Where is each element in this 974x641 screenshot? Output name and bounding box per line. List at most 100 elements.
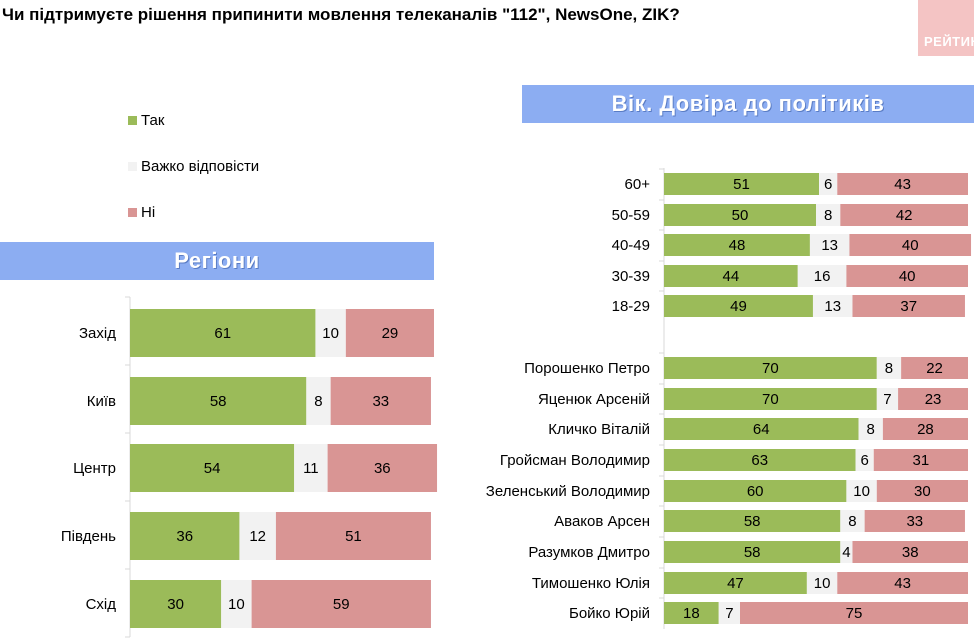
data-label-hard: 8	[848, 513, 856, 530]
data-label-yes: 58	[210, 393, 227, 410]
category-label: 18-29	[612, 298, 650, 315]
data-label-yes: 49	[730, 298, 747, 315]
data-label-yes: 48	[729, 237, 746, 254]
bar-hard	[840, 510, 865, 532]
data-label-no: 37	[900, 298, 917, 315]
bar-yes	[130, 377, 307, 425]
bar-hard	[816, 204, 841, 226]
data-label-no: 59	[333, 596, 350, 613]
data-label-no: 42	[896, 207, 913, 224]
category-label: Аваков Арсен	[554, 513, 650, 530]
data-label-yes: 70	[762, 391, 779, 408]
data-label-no: 33	[906, 513, 923, 530]
data-label-hard: 16	[814, 268, 831, 285]
bar-hard	[718, 602, 740, 624]
category-label: Порошенко Петро	[524, 360, 650, 377]
bar-no	[852, 295, 965, 317]
data-label-no: 51	[345, 528, 362, 545]
data-label-yes: 54	[204, 460, 221, 477]
bar-yes	[664, 541, 841, 563]
legend-swatch-yes	[128, 116, 137, 125]
bar-no	[864, 510, 965, 532]
bar-yes	[664, 602, 719, 624]
category-label: Зеленський Володимир	[486, 483, 650, 500]
data-label-hard: 8	[867, 421, 875, 438]
data-label-hard: 6	[860, 452, 868, 469]
legend-label-hard: Важко відповісти	[141, 158, 260, 175]
bar-no	[327, 444, 438, 492]
data-label-hard: 12	[249, 528, 266, 545]
bar-no	[898, 388, 968, 410]
bar-hard	[315, 309, 346, 357]
data-label-no: 43	[894, 575, 911, 592]
bar-hard	[812, 295, 853, 317]
data-label-yes: 44	[723, 268, 740, 285]
data-label-hard: 10	[814, 575, 831, 592]
bar-no	[901, 357, 968, 379]
data-label-no: 33	[372, 393, 389, 410]
data-label-no: 29	[382, 325, 399, 342]
legend-item-no: Ні	[128, 204, 155, 221]
bar-yes	[664, 204, 816, 226]
bar-hard	[294, 444, 328, 492]
bar-hard	[221, 580, 252, 628]
legend-swatch-hard	[128, 162, 137, 171]
data-label-yes: 58	[744, 513, 761, 530]
bar-no	[852, 541, 968, 563]
bar-yes	[664, 265, 798, 287]
bar-hard	[809, 234, 850, 256]
data-label-hard: 7	[725, 605, 733, 622]
bar-hard	[876, 388, 899, 410]
brand-label: РЕЙТИНГ	[924, 34, 974, 49]
category-label: Яценюк Арсеній	[538, 391, 650, 408]
data-label-yes: 50	[732, 207, 749, 224]
data-label-no: 40	[902, 237, 919, 254]
bar-yes	[664, 173, 820, 195]
category-label: Захід	[79, 325, 116, 342]
data-label-no: 75	[846, 605, 863, 622]
data-label-yes: 30	[167, 596, 184, 613]
bar-hard	[876, 357, 902, 379]
category-label: 50-59	[612, 207, 650, 224]
data-label-no: 28	[917, 421, 934, 438]
bar-no	[882, 418, 968, 440]
bar-yes	[664, 510, 841, 532]
bar-hard	[855, 449, 874, 471]
page-title: Чи підтримуєте рішення припинити мовленн…	[2, 5, 680, 24]
category-label: Бойко Юрій	[569, 605, 650, 622]
data-label-no: 38	[902, 544, 919, 561]
data-label-yes: 47	[727, 575, 744, 592]
data-label-yes: 70	[762, 360, 779, 377]
bar-no	[840, 204, 968, 226]
bar-no	[330, 377, 431, 425]
category-label: Тимошенко Юлія	[532, 575, 650, 592]
bar-hard	[806, 572, 838, 594]
data-label-hard: 7	[883, 391, 891, 408]
data-label-yes: 58	[744, 544, 761, 561]
data-label-no: 36	[374, 460, 391, 477]
data-label-no: 30	[914, 483, 931, 500]
bar-yes	[130, 309, 316, 357]
category-label: 60+	[625, 176, 651, 193]
legend-swatch-no	[128, 208, 137, 217]
legend-label-yes: Так	[141, 112, 165, 129]
bar-no	[876, 480, 968, 502]
bar-yes	[664, 295, 813, 317]
bar-no	[873, 449, 968, 471]
data-label-hard: 8	[885, 360, 893, 377]
bar-no	[837, 572, 968, 594]
bar-hard	[840, 541, 853, 563]
bar-no	[275, 512, 431, 560]
legend-item-hard: Важко відповісти	[128, 158, 259, 175]
category-label: 30-39	[612, 268, 650, 285]
bar-yes	[130, 444, 295, 492]
legend-item-yes: Так	[128, 112, 164, 129]
data-label-no: 22	[926, 360, 943, 377]
bar-yes	[664, 480, 847, 502]
bar-hard	[846, 480, 877, 502]
data-label-hard: 13	[824, 298, 841, 315]
category-label: 40-49	[612, 237, 650, 254]
bar-no	[837, 173, 968, 195]
age-trust-banner: Вік. Довіра до політиків	[522, 85, 974, 123]
data-label-yes: 63	[751, 452, 768, 469]
